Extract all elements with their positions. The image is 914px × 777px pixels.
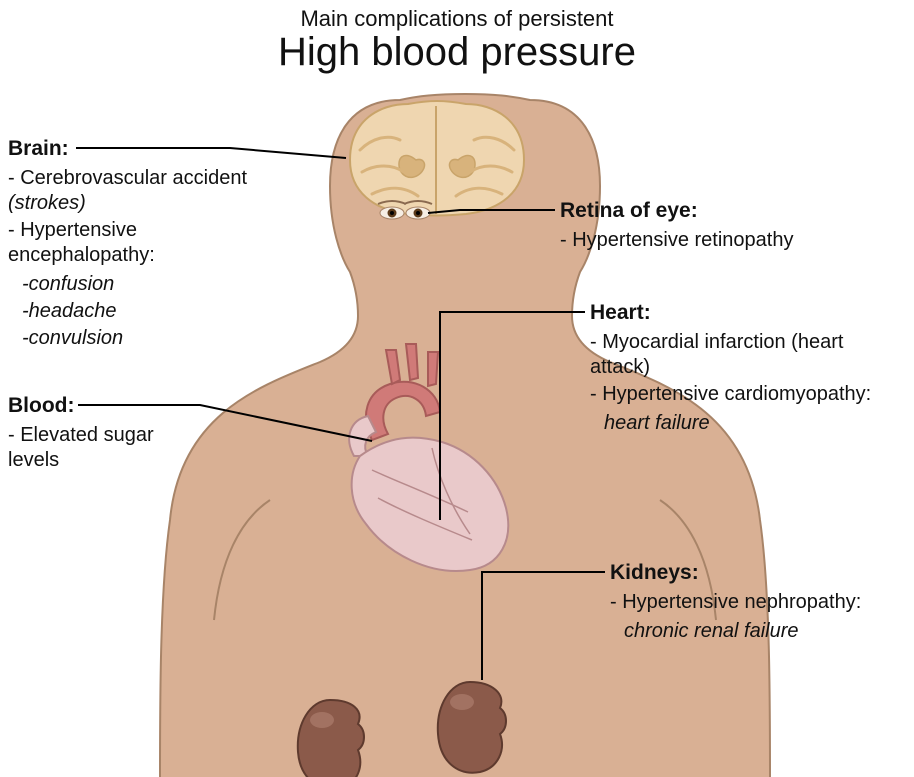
label-retina-items: Hypertensive retinopathy: [560, 228, 890, 253]
label-brain-heading: Brain:: [8, 137, 69, 160]
brain-icon: [350, 101, 524, 216]
diagram-stage: Main complications of persistent High bl…: [0, 0, 914, 777]
label-heart: Heart: Myocardial infarction (heart atta…: [590, 300, 900, 438]
label-brain-items: Cerebrovascular accident (strokes) Hyper…: [8, 166, 258, 351]
label-retina-heading: Retina of eye:: [560, 199, 698, 222]
label-retina: Retina of eye: Hypertensive retinopathy: [560, 198, 890, 255]
label-heart-items: Myocardial infarction (heart attack) Hyp…: [590, 330, 900, 436]
label-kidneys-heading: Kidneys:: [610, 561, 699, 584]
label-kidneys-items: Hypertensive nephropathy: chronic renal …: [610, 590, 910, 644]
label-blood: Blood: Elevated sugar levels: [8, 393, 208, 475]
label-blood-items: Elevated sugar levels: [8, 423, 208, 473]
label-brain: Brain: Cerebrovascular accident (strokes…: [8, 136, 258, 353]
label-heart-heading: Heart:: [590, 301, 651, 324]
label-kidneys: Kidneys: Hypertensive nephropathy: chron…: [610, 560, 910, 646]
label-blood-heading: Blood:: [8, 394, 74, 417]
